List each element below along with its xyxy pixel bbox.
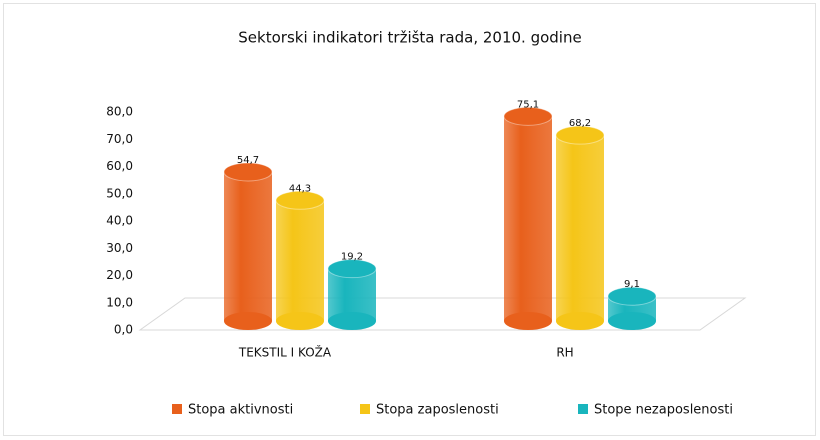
- y-tick-label: 50,0: [106, 186, 133, 200]
- bar-cap: [503, 106, 553, 126]
- y-tick-label: 30,0: [106, 241, 133, 255]
- value-label: 19,2: [341, 252, 363, 263]
- legend-swatch: [578, 404, 588, 414]
- y-tick-label: 10,0: [106, 295, 133, 309]
- legend-label: Stopa zaposlenosti: [376, 403, 499, 418]
- legend-swatch: [172, 404, 182, 414]
- x-tick-label: TEKSTIL I KOŽA: [238, 345, 332, 360]
- bar: [224, 171, 272, 321]
- legend-swatch: [360, 404, 370, 414]
- bar-cap: [275, 190, 325, 210]
- bar: [556, 135, 604, 321]
- chart-title: Sektorski indikatori tržišta rada, 2010.…: [238, 29, 581, 47]
- value-label: 68,2: [569, 118, 591, 129]
- bar-cap: [607, 286, 657, 306]
- bar-cap: [223, 162, 273, 182]
- bar-cap: [327, 259, 377, 279]
- y-tick-label: 0,0: [114, 323, 133, 337]
- value-label: 9,1: [624, 279, 640, 290]
- value-label: 54,7: [237, 155, 259, 166]
- y-tick-label: 60,0: [106, 159, 133, 173]
- y-tick-label: 40,0: [106, 214, 133, 228]
- bar-cap: [555, 125, 605, 145]
- value-label: 44,3: [289, 183, 311, 194]
- y-tick-label: 70,0: [106, 132, 133, 146]
- x-tick-label: RH: [556, 346, 573, 360]
- bar: [504, 116, 552, 321]
- value-label: 75,1: [517, 99, 539, 110]
- y-tick-label: 20,0: [106, 268, 133, 282]
- bar: [276, 200, 324, 321]
- legend-label: Stopa aktivnosti: [188, 403, 293, 418]
- legend-label: Stope nezaposlenosti: [594, 403, 733, 418]
- y-tick-label: 80,0: [106, 105, 133, 119]
- chart-border: [3, 3, 816, 436]
